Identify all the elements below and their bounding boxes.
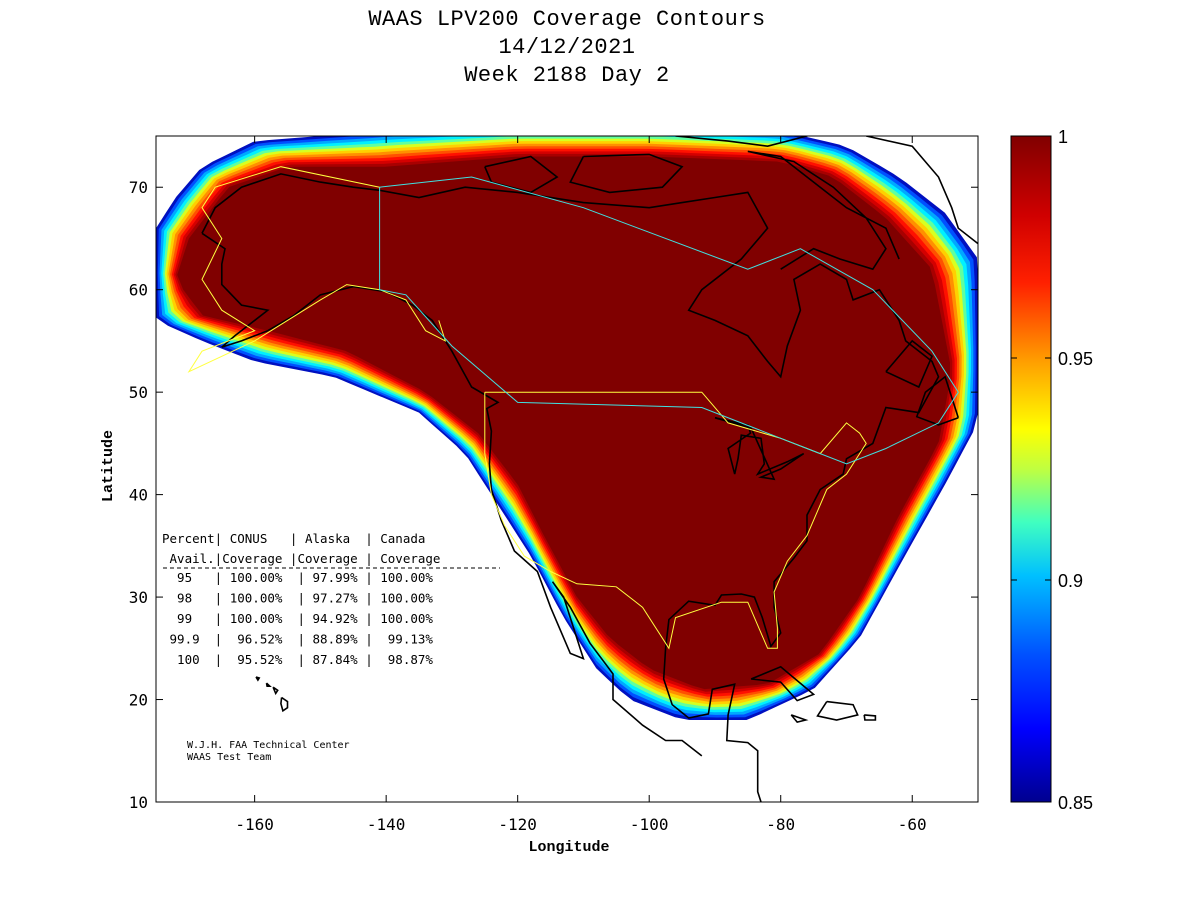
credit-line: W.J.H. FAA Technical Center bbox=[187, 740, 350, 751]
colorbar-tick-label: 0.85 bbox=[1058, 793, 1093, 813]
credit-line: WAAS Test Team bbox=[187, 752, 271, 763]
y-tick-label: 60 bbox=[129, 281, 148, 300]
table-row: 99.9 | 96.52% | 88.89% | 99.13% bbox=[162, 632, 433, 647]
title-block: WAAS LPV200 Coverage Contours 14/12/2021… bbox=[156, 6, 978, 90]
x-tick-label: -80 bbox=[766, 815, 795, 834]
y-tick-label: 40 bbox=[129, 486, 148, 505]
coastline-0 bbox=[201, 173, 940, 802]
coastline-12 bbox=[272, 686, 279, 696]
colorbar-tick-label: 0.95 bbox=[1058, 349, 1093, 369]
plot-frame bbox=[155, 135, 979, 803]
x-tick-label: -140 bbox=[367, 815, 406, 834]
coastline-15 bbox=[714, 417, 805, 481]
coastline-14 bbox=[255, 676, 261, 682]
y-tick-label: 30 bbox=[129, 588, 148, 607]
coastline-17 bbox=[915, 375, 960, 426]
x-tick-label: -160 bbox=[235, 815, 274, 834]
colorbar bbox=[1010, 135, 1052, 803]
region-borders bbox=[187, 166, 959, 650]
title-line-3: Week 2188 Day 2 bbox=[464, 63, 670, 88]
colorbar-ticks: 0.85 0.9 0.95 1 bbox=[1011, 127, 1093, 813]
conus-boundary bbox=[484, 391, 867, 650]
y-tick-label: 70 bbox=[129, 178, 148, 197]
coastline-6 bbox=[866, 136, 978, 245]
coverage-table: Percent| CONUS | Alaska | Canada Avail.|… bbox=[162, 531, 500, 667]
x-tick-label: -120 bbox=[498, 815, 537, 834]
colorbar-tick-label: 1 bbox=[1058, 127, 1068, 147]
alaska-boundary bbox=[187, 166, 447, 373]
coastline-5 bbox=[675, 136, 810, 148]
canada-boundary bbox=[379, 176, 959, 465]
x-axis-label: Longitude bbox=[528, 839, 609, 856]
colorbar-tick-label: 0.9 bbox=[1058, 571, 1083, 591]
coastline-4 bbox=[569, 153, 684, 194]
table-row: 95 | 100.00% | 97.99% | 100.00% bbox=[162, 570, 433, 585]
y-tick-label: 50 bbox=[129, 383, 148, 402]
title-line-2: 14/12/2021 bbox=[498, 35, 636, 60]
coastline-2 bbox=[747, 150, 900, 271]
table-header: Percent| CONUS | Alaska | Canada bbox=[162, 531, 425, 546]
coastline-3 bbox=[484, 155, 559, 194]
table-row: 98 | 100.00% | 97.27% | 100.00% bbox=[162, 591, 433, 606]
x-tick-label: -100 bbox=[630, 815, 669, 834]
coastline-11 bbox=[280, 696, 289, 713]
y-tick-label: 20 bbox=[129, 691, 148, 710]
y-axis: 10 20 30 40 50 60 70 bbox=[129, 178, 978, 812]
x-axis: -160 -140 -120 -100 -80 -60 bbox=[235, 136, 927, 834]
coastline-7 bbox=[750, 665, 816, 702]
y-axis-label: Latitude bbox=[100, 430, 117, 502]
table-header: Avail.|Coverage |Coverage | Coverage bbox=[162, 551, 440, 566]
table-row: 99 | 100.00% | 94.92% | 100.00% bbox=[162, 611, 433, 626]
coastline-9 bbox=[863, 714, 877, 721]
x-tick-label: -60 bbox=[898, 815, 927, 834]
coverage-band bbox=[156, 136, 978, 720]
map-area bbox=[156, 136, 978, 802]
table-row: 100 | 95.52% | 87.84% | 98.87% bbox=[162, 652, 433, 667]
coastline-8 bbox=[816, 700, 859, 721]
y-tick-label: 10 bbox=[129, 793, 148, 812]
coastline-13 bbox=[265, 682, 272, 688]
title-line-1: WAAS LPV200 Coverage Contours bbox=[368, 7, 766, 32]
coastline-10 bbox=[790, 714, 809, 723]
coastline-16 bbox=[885, 339, 933, 389]
